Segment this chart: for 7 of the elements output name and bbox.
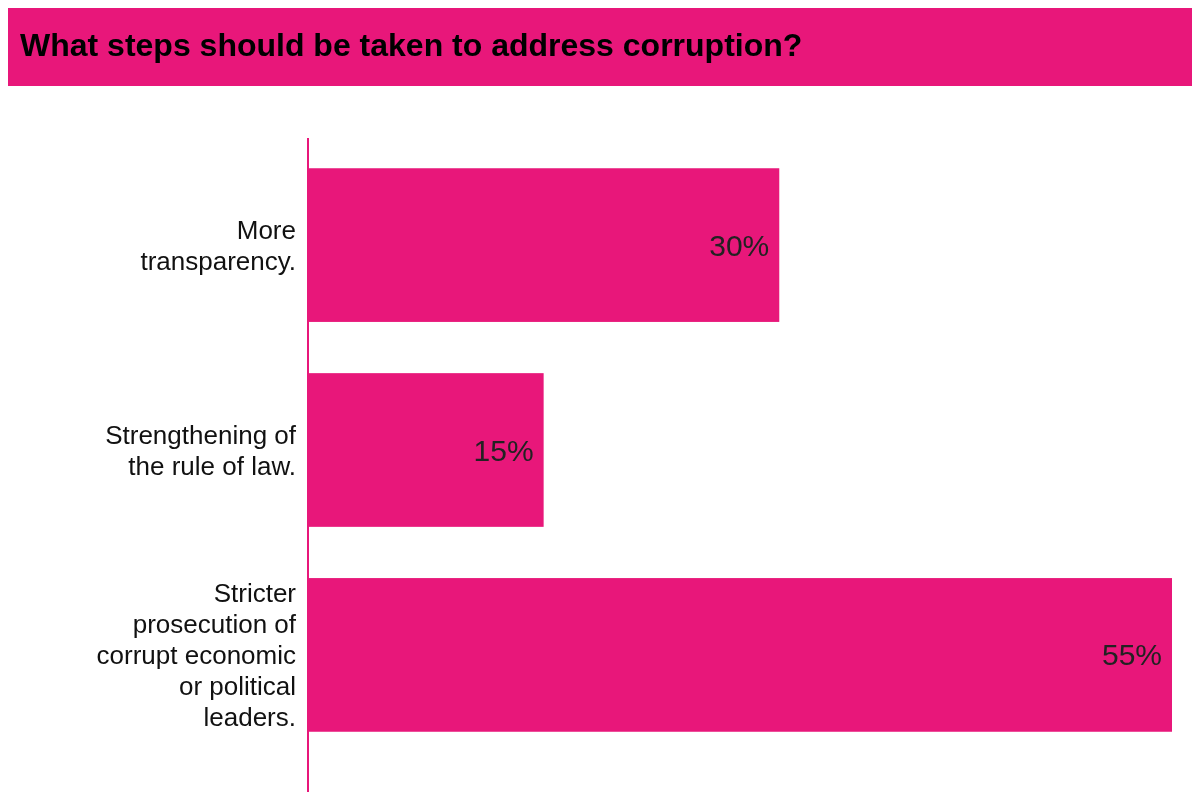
y-tick-label: More transparency. <box>140 214 296 276</box>
y-tick-label: Strengthening of the rule of law. <box>105 419 297 481</box>
y-tick-label: Stricter prosecution of corrupt economic or political leaders. <box>96 577 297 732</box>
data-label: 55% <box>1101 638 1162 672</box>
data-label: 15% <box>473 433 534 467</box>
chart-title: What steps should be taken to address corruption? <box>20 27 803 63</box>
data-label: 30% <box>709 228 770 262</box>
